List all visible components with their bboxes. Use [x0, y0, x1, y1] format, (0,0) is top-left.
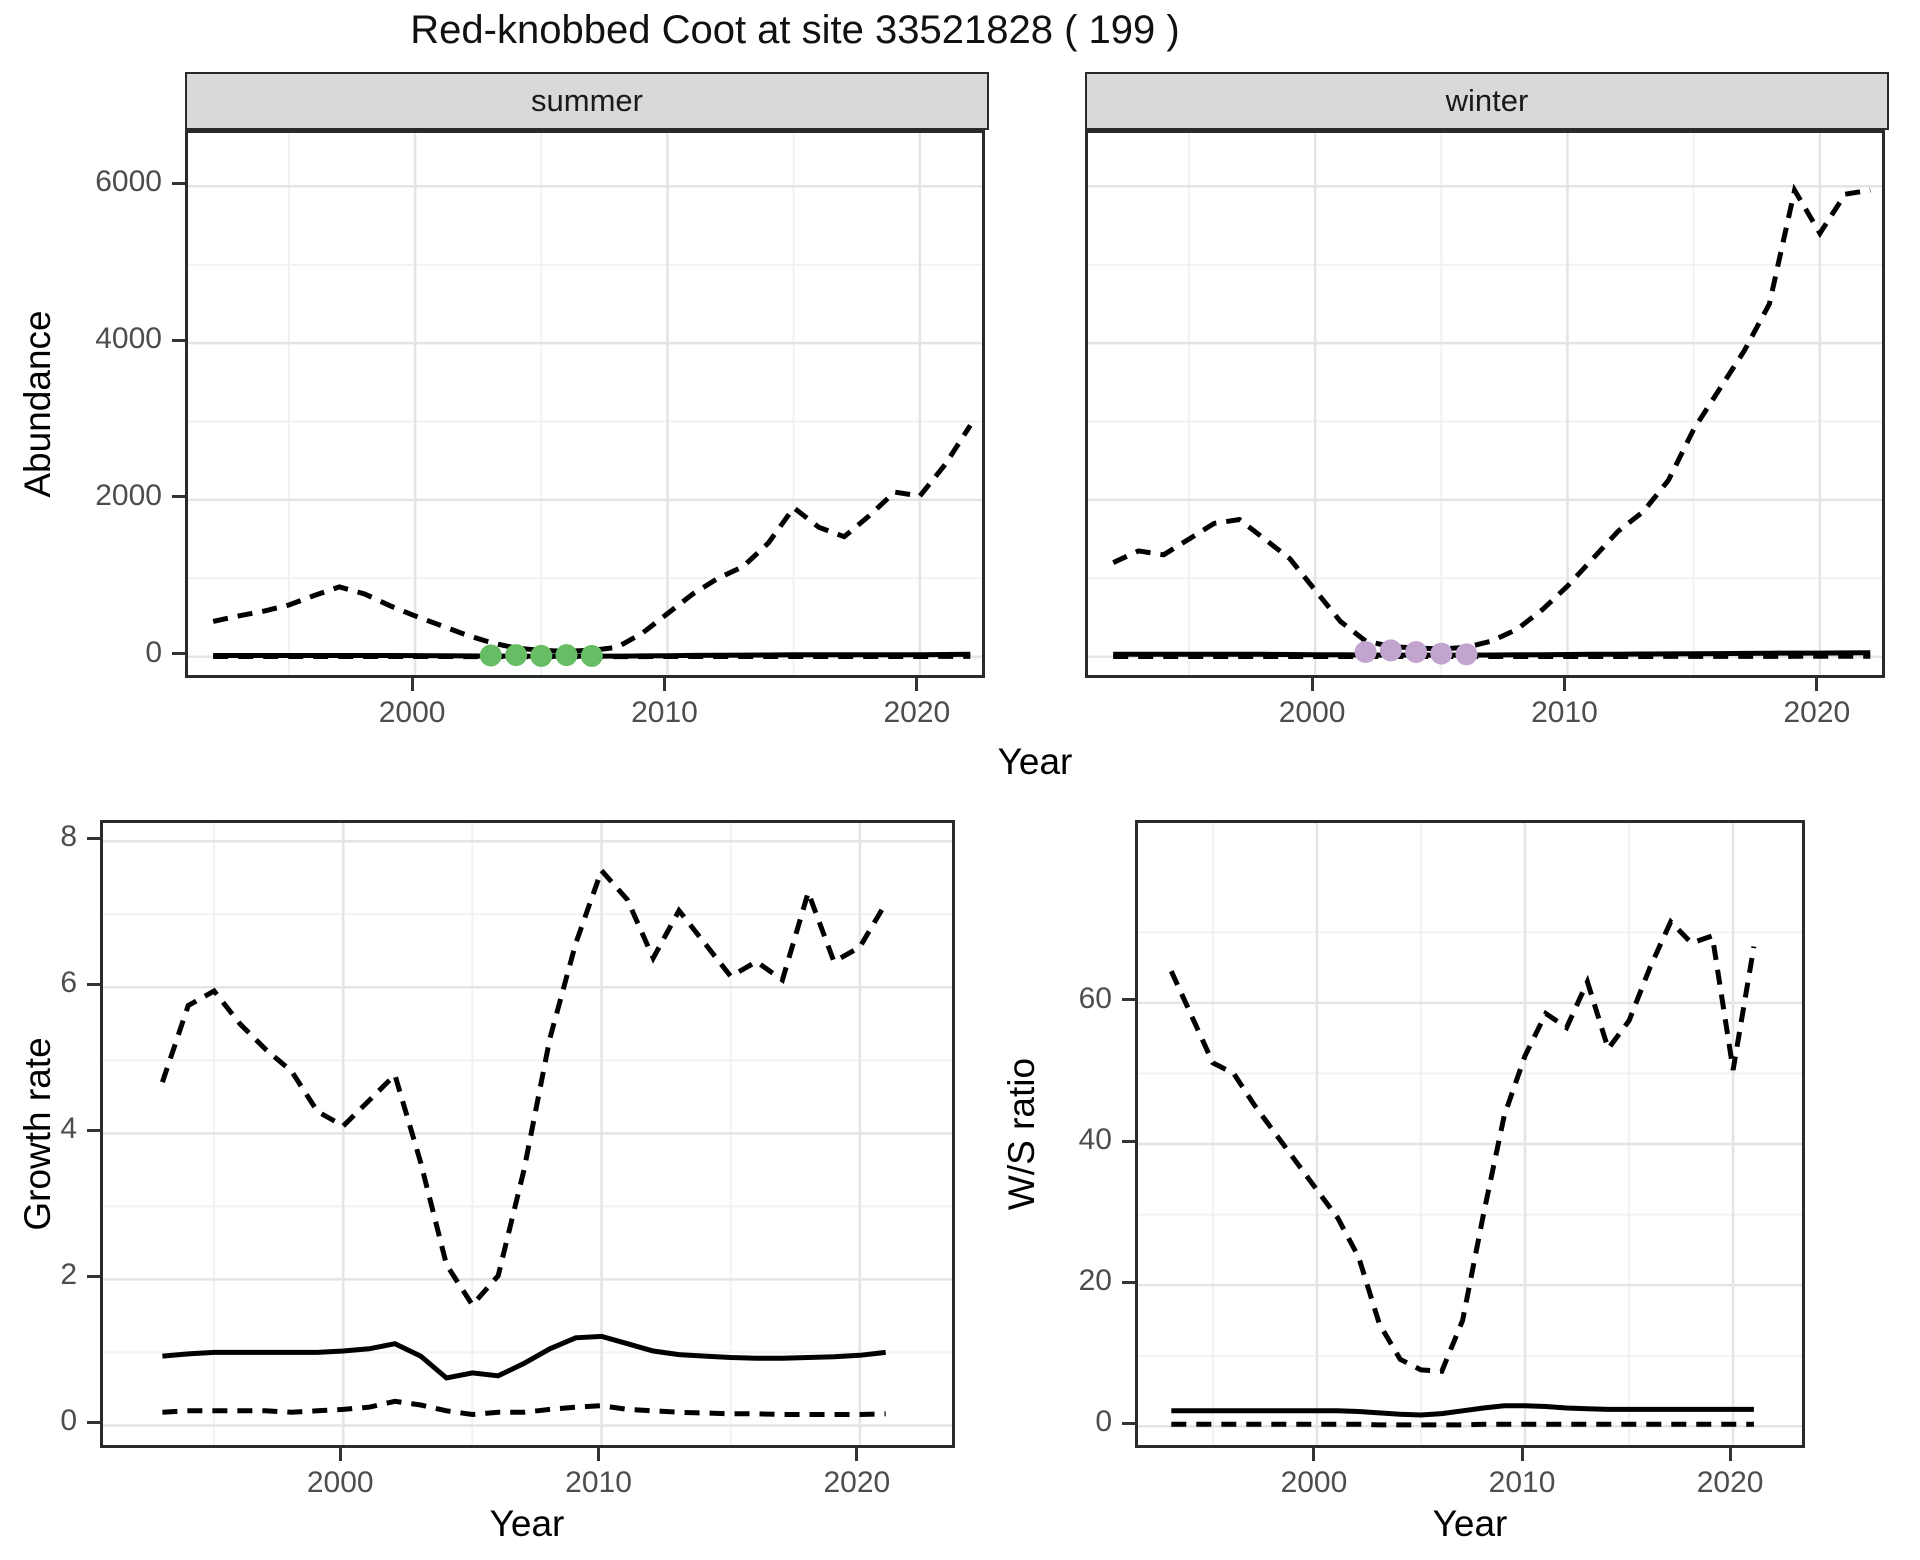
x-tick-label: 2020	[1696, 1466, 1764, 1499]
x-tick-mark	[1562, 678, 1566, 691]
observation-point	[1430, 642, 1453, 665]
y-tick-label: 20	[1078, 1264, 1112, 1298]
x-tick-mark	[662, 678, 666, 691]
facet-strip-winter: winter	[1085, 72, 1889, 130]
observation-point	[1379, 639, 1402, 662]
x-tick-label: 2000	[1280, 1466, 1348, 1499]
y-tick-label: 0	[1095, 1405, 1112, 1439]
x-tick-mark	[1310, 678, 1314, 691]
x-tick-mark	[915, 678, 919, 691]
y-tick-mark	[1122, 1421, 1135, 1425]
panel-abundance-summer	[185, 130, 985, 678]
x-tick-label: 2020	[1783, 696, 1851, 729]
series-upper_ci	[212, 424, 973, 654]
x-tick-label: 2000	[306, 1466, 374, 1499]
x-tick-mark	[855, 1448, 859, 1461]
y-tick-mark	[172, 338, 185, 342]
x-tick-label: 2020	[883, 696, 951, 729]
y-tick-mark	[1122, 1280, 1135, 1284]
x-tick-mark	[338, 1448, 342, 1461]
observation-point	[1405, 641, 1428, 663]
series-upper_ci	[1112, 183, 1871, 652]
panel-ws-ratio	[1135, 820, 1805, 1448]
x-tick-label: 2010	[1531, 696, 1598, 729]
observation-point	[530, 644, 553, 667]
y-tick-label: 4000	[95, 322, 162, 356]
growth-x-axis-title: Year	[489, 1503, 565, 1544]
x-tick-label: 2020	[823, 1466, 891, 1499]
y-tick-mark	[87, 836, 100, 840]
panel-abundance-winter	[1085, 130, 1885, 678]
y-tick-mark	[87, 1274, 100, 1278]
y-tick-label: 6	[60, 966, 77, 1000]
x-tick-mark	[1520, 1448, 1524, 1461]
y-tick-label: 0	[60, 1404, 77, 1438]
y-tick-label: 40	[1078, 1123, 1112, 1157]
abundance-x-axis-title: Year	[997, 741, 1073, 782]
series-upper_ci	[160, 865, 888, 1310]
y-tick-label: 8	[60, 820, 77, 854]
x-tick-label: 2000	[378, 696, 446, 729]
y-tick-label: 6000	[95, 165, 162, 199]
observation-point	[479, 644, 502, 667]
observation-point	[1354, 641, 1377, 663]
x-tick-mark	[410, 678, 414, 691]
series-fit	[162, 1333, 886, 1381]
x-tick-label: 2010	[565, 1466, 632, 1499]
facet-strip-summer-label: summer	[531, 83, 643, 118]
y-tick-mark	[87, 1420, 100, 1424]
facet-strip-winter-label: winter	[1445, 83, 1529, 118]
chart-title: Red-knobbed Coot at site 33521828 ( 199 …	[410, 8, 1180, 52]
y-tick-mark	[172, 652, 185, 656]
x-tick-label: 2000	[1278, 696, 1346, 729]
series-fit	[1171, 1403, 1754, 1418]
x-tick-label: 2010	[1488, 1466, 1556, 1499]
observation-point	[1455, 643, 1478, 666]
y-tick-label: 60	[1078, 981, 1112, 1015]
y-tick-label: 2000	[95, 478, 162, 512]
y-tick-label: 4	[60, 1112, 77, 1146]
facet-strip-summer: summer	[185, 72, 989, 130]
y-tick-mark	[172, 181, 185, 185]
series-upper_ci	[1169, 917, 1757, 1374]
x-tick-label: 2010	[631, 696, 698, 729]
y-tick-mark	[1122, 998, 1135, 1002]
observation-point	[505, 644, 528, 667]
y-tick-mark	[1122, 1139, 1135, 1143]
observation-point	[555, 644, 578, 667]
x-tick-mark	[1815, 678, 1819, 691]
x-tick-mark	[597, 1448, 601, 1461]
x-tick-mark	[1312, 1448, 1316, 1461]
observation-point	[580, 644, 603, 667]
y-tick-mark	[172, 495, 185, 499]
x-tick-mark	[1728, 1448, 1732, 1461]
series-fit	[1113, 650, 1871, 658]
y-tick-label: 2	[60, 1258, 77, 1292]
series-lower_ci	[162, 1398, 886, 1418]
panel-growth-rate	[100, 820, 955, 1448]
y-tick-label: 0	[145, 635, 162, 669]
series-lower_ci	[1171, 1421, 1754, 1428]
y-tick-mark	[87, 982, 100, 986]
ws-x-axis-title: Year	[1432, 1503, 1508, 1544]
y-tick-mark	[87, 1128, 100, 1132]
